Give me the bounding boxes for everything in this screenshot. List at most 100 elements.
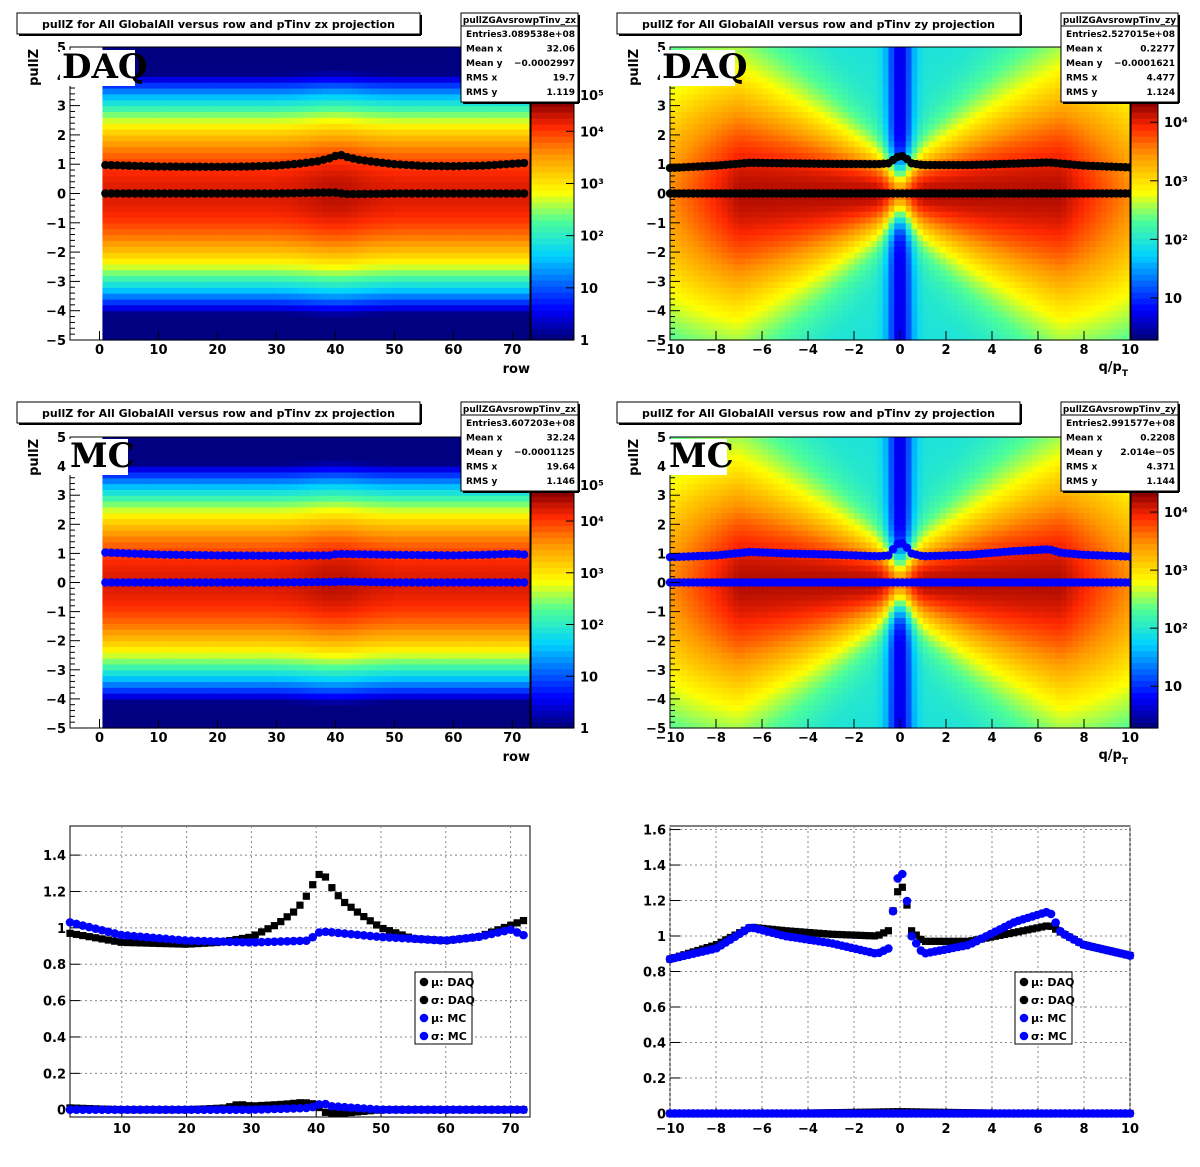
mu-point <box>407 189 417 198</box>
mu-point <box>455 189 464 198</box>
mu-point <box>496 189 505 198</box>
stats-value: 0.2277 <box>1140 45 1175 55</box>
sigma-point <box>413 550 423 560</box>
data-point <box>174 1105 183 1115</box>
mu-point <box>124 189 134 198</box>
y-tick-label: −2 <box>46 635 66 650</box>
mu-point <box>413 578 423 587</box>
data-point <box>123 1105 132 1115</box>
sigma-point <box>431 551 440 560</box>
mu-point <box>360 189 370 199</box>
sigma-point <box>460 551 470 560</box>
data-point <box>168 940 176 948</box>
data-point <box>455 934 464 944</box>
axes: −10 −8 −6 −4 −2 0 2 4 6 8 10 0 0.2 0.4 0.6 0.8 1 1.2 1.4 1.… <box>643 824 1139 1137</box>
sigma-point <box>390 550 399 560</box>
data-point <box>519 1105 528 1115</box>
sigma-point <box>225 551 234 560</box>
data-point <box>487 929 496 939</box>
data-point <box>212 937 222 946</box>
data-point <box>321 927 330 937</box>
stats-value: 0.2208 <box>1140 434 1175 444</box>
mu-point <box>484 189 493 198</box>
data-point <box>231 1105 241 1115</box>
sigma-point <box>490 550 499 559</box>
mu-point <box>443 189 452 198</box>
data-point <box>161 1105 171 1115</box>
mu-point <box>460 578 470 587</box>
x-tick-label: 4 <box>987 731 996 746</box>
data-point <box>174 935 183 945</box>
mu-point <box>508 578 517 587</box>
mu-point <box>496 578 505 587</box>
data-point <box>372 1105 381 1114</box>
x-tick-label: 50 <box>372 1122 390 1137</box>
sigma-point <box>431 161 440 171</box>
mu-point <box>514 189 523 198</box>
tag-label: DAQ <box>662 47 747 87</box>
data-point <box>448 1105 458 1115</box>
mu-point <box>295 188 305 198</box>
data-point <box>341 1109 349 1117</box>
sigma-point <box>384 550 393 559</box>
mu-point <box>348 189 358 199</box>
stats-value: 1.144 <box>1147 477 1175 487</box>
y-tick-label: −2 <box>646 246 666 261</box>
legend: μ: DAQ σ: DAQ μ: MC σ: MC <box>414 971 475 1045</box>
mu-point <box>425 189 434 198</box>
sigma-point <box>307 551 316 560</box>
data-point <box>302 892 310 900</box>
sigma-point <box>466 550 476 560</box>
data-point <box>321 1108 330 1116</box>
heatmap-cells <box>102 47 531 341</box>
y-tick-label: 1.4 <box>43 849 66 864</box>
grid <box>669 826 1131 1117</box>
y-tick-label: 1 <box>57 547 66 562</box>
data-point <box>143 939 151 947</box>
mu-point <box>166 578 175 587</box>
data-point <box>276 1104 286 1114</box>
mu-point <box>289 578 299 587</box>
data-point <box>65 1105 75 1115</box>
data-point <box>142 1105 151 1115</box>
y-tick-label: 1 <box>57 158 66 173</box>
mu-point <box>342 577 352 586</box>
y-axis-title: pullZ <box>27 49 42 86</box>
data-point <box>810 929 818 937</box>
color-bar: 10 10² 10³ 10⁴ <box>1130 489 1188 729</box>
y-tick-label: 1.2 <box>43 885 66 900</box>
mu-point <box>354 189 364 199</box>
mu-point <box>307 577 316 587</box>
mu-point <box>177 578 187 587</box>
data-point <box>328 884 336 892</box>
mu-point <box>519 189 529 198</box>
data-point <box>327 1101 337 1111</box>
series-μmc <box>65 1099 528 1115</box>
data-point <box>104 1105 113 1115</box>
data-point <box>378 1105 388 1115</box>
x-tick-label: −2 <box>844 731 864 746</box>
mu-point <box>484 578 493 587</box>
data-point <box>91 1105 100 1115</box>
mu-point <box>472 189 482 198</box>
y-tick-label: 3 <box>57 489 66 504</box>
data-point <box>346 1103 356 1112</box>
sigma-point <box>171 550 181 560</box>
sigma-point <box>236 162 246 171</box>
y-tick-label: 5 <box>657 41 666 56</box>
data-point <box>193 936 203 946</box>
data-point <box>289 936 298 946</box>
data-point <box>340 929 349 938</box>
mu-point <box>195 189 204 198</box>
data-point <box>782 927 790 935</box>
mu-point <box>313 188 322 197</box>
mu-point <box>313 577 322 587</box>
mu-point <box>130 578 140 587</box>
x-tick-label: 10 <box>149 343 167 358</box>
x-tick-label: 0 <box>95 731 104 746</box>
data-point <box>117 938 125 946</box>
data-point <box>954 937 962 945</box>
stats-label: RMS x <box>1066 463 1098 473</box>
stats-label: Entries <box>466 419 502 429</box>
